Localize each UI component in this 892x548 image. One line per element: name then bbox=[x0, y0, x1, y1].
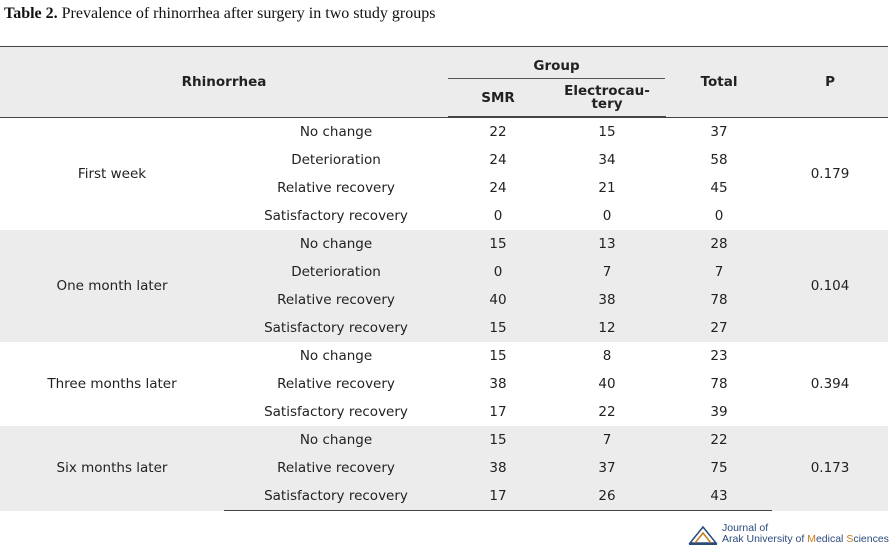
electrocautery-cell: 34 bbox=[598, 152, 616, 168]
period-label: First week bbox=[77, 166, 147, 182]
total-cell: 75 bbox=[666, 454, 773, 482]
smr-cell: 40 bbox=[448, 286, 548, 314]
status-cell: Relative recovery bbox=[224, 286, 448, 314]
smr-cell: 15 bbox=[448, 426, 548, 454]
p-value: 0.394 bbox=[810, 376, 850, 392]
total-cell: 78 bbox=[710, 376, 728, 392]
header-smr: SMR bbox=[448, 79, 548, 117]
table-caption: Table 2. Prevalence of rhinorrhea after … bbox=[4, 5, 435, 23]
smr-cell: 38 bbox=[489, 376, 507, 392]
status-cell: Deterioration bbox=[224, 258, 448, 286]
total-cell: 23 bbox=[710, 348, 728, 364]
smr-cell: 22 bbox=[489, 124, 507, 140]
status-cell: No change bbox=[299, 124, 373, 140]
smr-cell: 15 bbox=[448, 314, 548, 342]
table-row: Relative recovery 38 37 75 bbox=[0, 454, 888, 482]
p-value: 0.179 bbox=[810, 166, 850, 182]
period-label: One month later bbox=[0, 230, 224, 342]
table-row: Deterioration 24 34 58 bbox=[0, 146, 888, 174]
table-row: Six months later No change 15 7 22 0.173 bbox=[0, 426, 889, 511]
status-cell: No change bbox=[224, 426, 448, 454]
table-row: First week No change 22 15 37 0.179 bbox=[0, 118, 888, 182]
total-cell: 43 bbox=[666, 482, 773, 511]
table-row: Three months later No change 15 8 23 0.394 bbox=[0, 342, 888, 392]
status-cell: No change bbox=[299, 348, 373, 364]
journal-name-line2: Arak University of Medical Sciences bbox=[722, 533, 889, 545]
total-cell: 78 bbox=[666, 286, 773, 314]
table-row: Relative recovery 38 40 78 bbox=[0, 370, 888, 398]
status-cell: Satisfactory recovery bbox=[224, 314, 448, 342]
smr-cell: 17 bbox=[489, 404, 507, 420]
journal-name-line1: Journal of bbox=[722, 522, 769, 534]
total-cell: 39 bbox=[710, 404, 728, 420]
smr-cell: 0 bbox=[493, 208, 503, 224]
p-value: 0.104 bbox=[772, 230, 889, 342]
electrocautery-cell: 37 bbox=[548, 454, 667, 482]
header-rhinorrhea: Rhinorrhea bbox=[0, 46, 448, 117]
table-header: Rhinorrhea Group Total P SMR Electrocau-… bbox=[0, 46, 889, 118]
smr-cell: 15 bbox=[448, 230, 548, 258]
electrocautery-cell: 38 bbox=[548, 286, 667, 314]
status-cell: Satisfactory recovery bbox=[224, 482, 448, 511]
section-first-week: First week No change 22 15 37 0.179 Deteriorat… bbox=[0, 118, 888, 231]
electrocautery-cell: 22 bbox=[598, 404, 616, 420]
header-electrocautery: Electrocau- tery bbox=[548, 79, 667, 117]
section-three-months: Three months later No change 15 8 23 0.394 Rel… bbox=[0, 342, 888, 426]
header-total: Total bbox=[666, 46, 773, 117]
electrocautery-cell: 7 bbox=[548, 258, 667, 286]
total-cell: 58 bbox=[710, 152, 728, 168]
period-label: Three months later bbox=[47, 376, 177, 392]
electrocautery-cell: 21 bbox=[598, 180, 616, 196]
status-cell: No change bbox=[224, 230, 448, 258]
rhinorrhea-table: Rhinorrhea Group Total P SMR Electrocau-… bbox=[0, 46, 889, 511]
total-cell: 28 bbox=[666, 230, 773, 258]
electrocautery-cell: 40 bbox=[598, 376, 616, 392]
status-cell: Relative recovery bbox=[277, 180, 395, 196]
electrocautery-cell: 0 bbox=[602, 208, 612, 224]
smr-cell: 24 bbox=[489, 152, 507, 168]
period-label: Six months later bbox=[0, 426, 224, 511]
table-row: Satisfactory recovery 17 26 43 bbox=[0, 482, 888, 511]
status-cell: Relative recovery bbox=[277, 376, 395, 392]
total-cell: 0 bbox=[714, 208, 724, 224]
journal-logo: Journal of Arak University of Medical Sc… bbox=[687, 521, 889, 547]
total-cell: 22 bbox=[666, 426, 773, 454]
table-row: Satisfactory recovery 15 12 27 bbox=[0, 314, 888, 342]
p-value: 0.173 bbox=[772, 426, 889, 511]
smr-cell: 0 bbox=[448, 258, 548, 286]
header-p: P bbox=[772, 46, 889, 117]
electrocautery-cell: 12 bbox=[548, 314, 667, 342]
electrocautery-cell: 7 bbox=[548, 426, 667, 454]
table-row: Satisfactory recovery 17 22 39 bbox=[0, 398, 888, 426]
total-cell: 7 bbox=[666, 258, 773, 286]
electrocautery-cell: 15 bbox=[598, 124, 616, 140]
section-one-month: One month later No change 15 13 28 0.104 Deter… bbox=[0, 230, 889, 342]
table-row: One month later No change 15 13 28 0.104 bbox=[0, 230, 889, 342]
status-cell: Deterioration bbox=[291, 152, 381, 168]
total-cell: 27 bbox=[666, 314, 773, 342]
total-cell: 45 bbox=[710, 180, 728, 196]
smr-cell: 17 bbox=[448, 482, 548, 511]
caption-label: Table 2. bbox=[4, 5, 58, 22]
smr-cell: 38 bbox=[448, 454, 548, 482]
table-row: Deterioration 0 7 7 bbox=[0, 258, 888, 286]
electrocautery-cell: 26 bbox=[548, 482, 667, 511]
status-cell: Satisfactory recovery bbox=[264, 208, 408, 224]
caption-text: Prevalence of rhinorrhea after surgery i… bbox=[61, 5, 436, 22]
table-row: Relative recovery 24 21 45 bbox=[0, 174, 888, 202]
total-cell: 37 bbox=[710, 124, 728, 140]
electrocautery-cell: 8 bbox=[602, 348, 612, 364]
table-row: Relative recovery 40 38 78 bbox=[0, 286, 888, 314]
status-cell: Relative recovery bbox=[224, 454, 448, 482]
smr-cell: 24 bbox=[489, 180, 507, 196]
status-cell: Satisfactory recovery bbox=[264, 404, 408, 420]
section-six-months: Six months later No change 15 7 22 0.173 Relat… bbox=[0, 426, 889, 511]
table-row: Satisfactory recovery 0 0 0 bbox=[0, 202, 888, 230]
header-group: Group bbox=[448, 46, 667, 79]
electrocautery-cell: 13 bbox=[548, 230, 667, 258]
journal-emblem-icon bbox=[688, 525, 718, 545]
smr-cell: 15 bbox=[489, 348, 507, 364]
